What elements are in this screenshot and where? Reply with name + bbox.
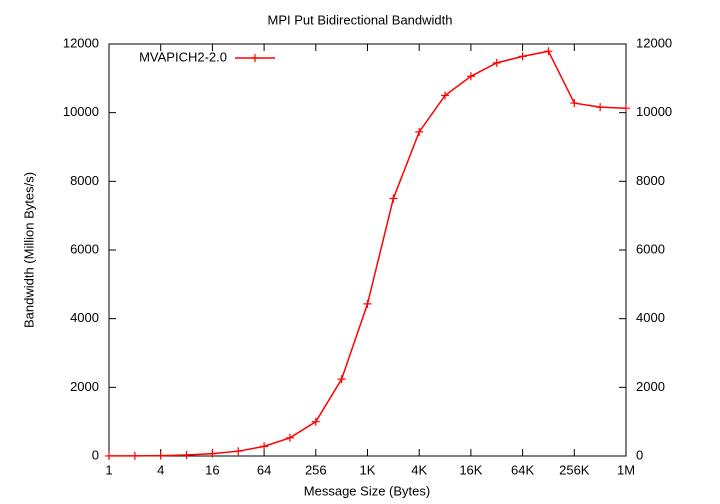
point-marker [234, 447, 243, 456]
point-marker [518, 52, 527, 61]
x-tick-label: 4 [157, 462, 164, 477]
point-marker [260, 442, 269, 451]
point-marker [130, 451, 139, 460]
point-marker [596, 103, 605, 112]
y2-tick-label: 4000 [636, 310, 665, 325]
y-tick-label: 10000 [63, 104, 99, 119]
point-marker [441, 91, 450, 100]
point-marker [389, 194, 398, 203]
point-marker [466, 72, 475, 81]
y2-tick-label: 2000 [636, 379, 665, 394]
x-tick-label: 16 [205, 462, 219, 477]
x-tick-label: 256 [305, 462, 327, 477]
point-marker [622, 104, 630, 113]
y-axis-label: Bandwidth (Million Bytes/s) [21, 172, 36, 328]
point-marker [311, 417, 320, 426]
x-tick-label: 16K [459, 462, 482, 477]
x-tick-label: 1K [360, 462, 376, 477]
chart-title: MPI Put Bidirectional Bandwidth [268, 12, 453, 27]
x-tick-label: 64K [511, 462, 534, 477]
x-axis-label: Message Size (Bytes) [304, 483, 430, 498]
y-tick-label: 0 [92, 447, 99, 462]
point-marker [570, 99, 579, 108]
x-tick-label: 1 [105, 462, 112, 477]
point-marker [182, 450, 191, 459]
y2-tick-label: 10000 [636, 104, 672, 119]
x-tick-label: 1M [617, 462, 635, 477]
y-tick-label: 2000 [70, 379, 99, 394]
x-tick-label: 256K [559, 462, 590, 477]
y-tick-label: 12000 [63, 35, 99, 50]
y-tick-label: 6000 [70, 241, 99, 256]
y2-tick-label: 12000 [636, 35, 672, 50]
x-tick-label: 64 [257, 462, 271, 477]
point-marker [492, 58, 501, 67]
y2-tick-label: 8000 [636, 173, 665, 188]
point-marker [415, 127, 424, 136]
point-marker [363, 299, 372, 308]
y-tick-label: 4000 [70, 310, 99, 325]
plot-frame [108, 43, 627, 457]
legend-label: MVAPICH2-2.0 [139, 49, 227, 64]
y-tick-label: 8000 [70, 173, 99, 188]
point-marker [544, 47, 553, 56]
point-marker [156, 451, 165, 460]
series-line [108, 50, 627, 457]
point-marker [105, 451, 113, 460]
x-tick-label: 4K [411, 462, 427, 477]
legend-marker [251, 54, 259, 62]
point-marker [285, 433, 294, 442]
point-marker [337, 375, 346, 384]
y2-tick-label: 0 [636, 447, 643, 462]
point-marker [208, 449, 217, 458]
y2-tick-label: 6000 [636, 241, 665, 256]
